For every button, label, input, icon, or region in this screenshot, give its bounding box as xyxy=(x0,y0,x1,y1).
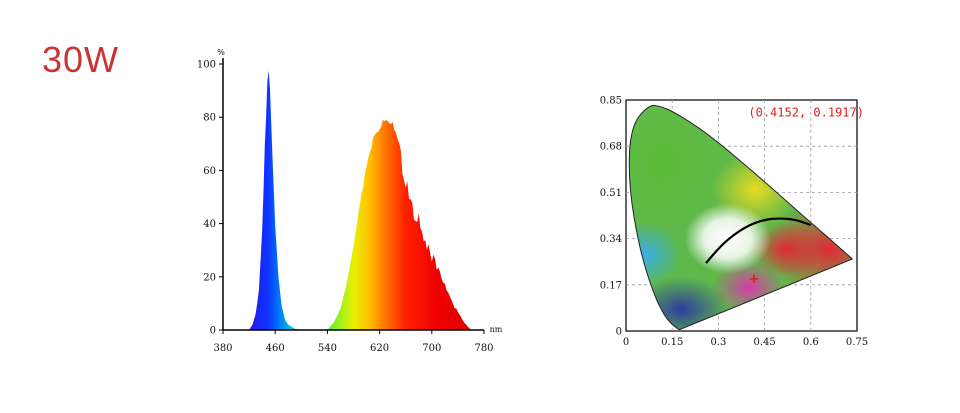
spectrum-y-tick-label: 0 xyxy=(210,326,216,337)
cie-y-tick-label: 0.85 xyxy=(600,96,622,107)
cie-color-region xyxy=(629,222,682,288)
cie-spectral-locus xyxy=(628,104,854,331)
spectrum-y-tick-label: 100 xyxy=(197,60,216,71)
cie-y-tick-label: 0.17 xyxy=(600,280,622,291)
spectrum-y-tick-label: 80 xyxy=(203,113,216,124)
cie-y-tick-label: 0.34 xyxy=(600,234,622,245)
spectrum-x-tick-label: 700 xyxy=(422,343,441,354)
cie-x-tick-label: 0.15 xyxy=(661,337,683,348)
spectrum-y-unit: % xyxy=(217,48,225,57)
spectrum-x-tick-label: 380 xyxy=(213,343,232,354)
spectrum-x-tick-label: 460 xyxy=(266,343,285,354)
cie-x-tick-label: 0.45 xyxy=(753,337,775,348)
cie-chromaticity-point xyxy=(749,274,758,283)
spectrum-series-area xyxy=(249,70,471,330)
spectrum-x-unit: nm xyxy=(490,325,503,334)
cie-planckian-locus xyxy=(705,217,812,264)
cie-y-tick-label: 0.68 xyxy=(600,142,622,153)
spectrum-x-tick-label: 540 xyxy=(318,343,337,354)
cie-x-tick-label: 0 xyxy=(623,337,629,348)
spectrum-x-tick-label: 620 xyxy=(370,343,389,354)
spectrum-x-tick-label: 780 xyxy=(474,343,493,354)
cie-y-tick-label: 0.51 xyxy=(600,188,622,199)
spectrum-y-tick-label: 20 xyxy=(203,272,216,283)
cie-x-tick-label: 0.75 xyxy=(846,337,868,348)
power-rating-title: 30W xyxy=(42,39,120,80)
cie-chromaticity-chart: (0.4152, 0.1917) 0 0.15 0.3 0.45 0.6 0.75 0 0.1… xyxy=(600,96,868,349)
cie-x-tick-label: 0.3 xyxy=(710,337,726,348)
spectrum-y-tick-label: 40 xyxy=(203,219,216,230)
cie-coordinate-label: (0.4152, 0.1917) xyxy=(748,105,864,119)
spectrum-chart: 0 20 40 60 80 100 380 460 540 620 700 780 % nm xyxy=(197,48,503,354)
cie-x-tick-label: 0.6 xyxy=(803,337,819,348)
spectrum-y-tick-label: 60 xyxy=(203,166,216,177)
cie-y-tick-label: 0 xyxy=(616,327,622,338)
